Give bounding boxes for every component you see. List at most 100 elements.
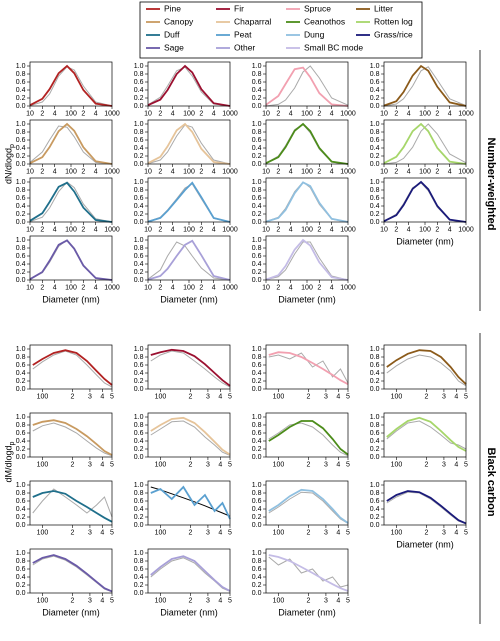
x-tick-label: 2 [317,110,321,117]
y-tick-label: 0.6 [16,430,26,437]
y-tick-label: 0.0 [252,277,262,284]
y-tick-label: 0.0 [16,219,26,226]
y-tick-label: 1.0 [252,482,262,489]
x-tick-label: 2 [81,110,85,117]
y-tick-label: 1.0 [370,179,380,186]
legend-label: Dung [304,29,325,39]
y-tick-label: 1.0 [252,346,262,353]
x-tick-label: 4 [407,168,411,175]
x-tick-label: 4 [448,226,452,233]
y-tick-label: 0.8 [134,245,144,252]
x-tick-label: 10 [144,284,152,291]
panel-frame [29,480,113,526]
y-tick-label: 1.0 [252,179,262,186]
y-tick-label: 0.0 [134,386,144,393]
y-tick-label: 0.0 [134,277,144,284]
x-tick-label: 4 [53,226,57,233]
x-tick-label: 4 [289,110,293,117]
y-tick-label: 0.0 [134,590,144,597]
y-tick-label: 0.6 [16,362,26,369]
y-tick-label: 0.8 [370,187,380,194]
x-tick-label: 100 [183,226,195,233]
x-tick-label: 1000 [458,168,474,175]
x-tick-label: 4 [454,393,458,400]
y-tick-label: 0.2 [134,378,144,385]
data-line [268,422,349,457]
x-tick-label: 1000 [340,226,356,233]
x-tick-label: 3 [442,393,446,400]
data-line [32,349,113,386]
y-tick-label: 0.0 [370,386,380,393]
y-tick-label: 0.0 [252,219,262,226]
x-axis-label: Diameter (nm) [42,607,100,617]
x-tick-label: 2 [199,110,203,117]
x-tick-label: 100 [37,529,49,536]
y-tick-label: 0.2 [134,582,144,589]
y-tick-label: 0.8 [16,490,26,497]
y-tick-label: 0.0 [370,454,380,461]
y-tick-label: 0.0 [134,103,144,110]
x-tick-label: 1000 [222,110,238,117]
y-tick-label: 0.0 [16,103,26,110]
y-tick-label: 0.6 [370,430,380,437]
x-tick-label: 3 [206,393,210,400]
x-tick-label: 4 [94,168,98,175]
y-tick-label: 0.0 [252,522,262,529]
x-tick-label: 2 [40,168,44,175]
x-tick-label: 5 [464,461,468,468]
y-tick-label: 0.8 [252,422,262,429]
legend-label: Rotten log [374,16,413,26]
data-line [32,490,113,523]
group-label: Black carbon [485,447,497,516]
x-tick-label: 2 [276,284,280,291]
y-tick-label: 0.6 [134,566,144,573]
x-tick-label: 2 [306,393,310,400]
y-tick-label: 1.0 [134,179,144,186]
data-line [386,490,467,525]
y-tick-label: 0.0 [134,522,144,529]
y-tick-label: 0.6 [370,79,380,86]
x-tick-label: 1000 [104,168,120,175]
y-tick-label: 0.4 [134,438,144,445]
x-tick-label: 4 [407,110,411,117]
data-line [147,239,231,281]
y-tick-label: 0.8 [252,558,262,565]
y-tick-label: 0.2 [134,446,144,453]
data-line [265,122,349,165]
y-tick-label: 0.6 [16,566,26,573]
x-tick-label: 2 [81,226,85,233]
data-line [150,485,231,520]
x-tick-label: 4 [289,226,293,233]
x-tick-label: 2 [306,597,310,604]
y-tick-label: 0.6 [252,253,262,260]
y-tick-label: 1.0 [16,121,26,128]
y-axis-label: dM/dlogdp [3,441,15,482]
y-tick-label: 0.6 [16,498,26,505]
data-line [383,122,467,165]
data-line [265,181,349,223]
y-tick-label: 0.6 [252,137,262,144]
x-tick-label: 2 [188,597,192,604]
x-tick-label: 10 [144,168,152,175]
x-tick-label: 5 [228,461,232,468]
x-tick-label: 3 [206,529,210,536]
data-line [32,554,113,593]
x-tick-label: 4 [94,226,98,233]
y-tick-label: 0.4 [252,87,262,94]
data-line [268,554,349,592]
x-tick-label: 2 [424,393,428,400]
x-tick-label: 3 [206,461,210,468]
x-tick-label: 2 [40,284,44,291]
y-tick-label: 1.0 [16,550,26,557]
y-tick-label: 0.2 [252,582,262,589]
y-tick-label: 0.4 [252,506,262,513]
y-tick-label: 0.6 [370,498,380,505]
x-tick-label: 2 [40,110,44,117]
data-line [147,122,231,165]
data-line [147,64,231,107]
x-tick-label: 10 [262,110,270,117]
y-tick-label: 0.2 [252,95,262,102]
x-tick-label: 4 [53,168,57,175]
y-tick-label: 0.8 [16,245,26,252]
y-tick-label: 0.0 [370,219,380,226]
